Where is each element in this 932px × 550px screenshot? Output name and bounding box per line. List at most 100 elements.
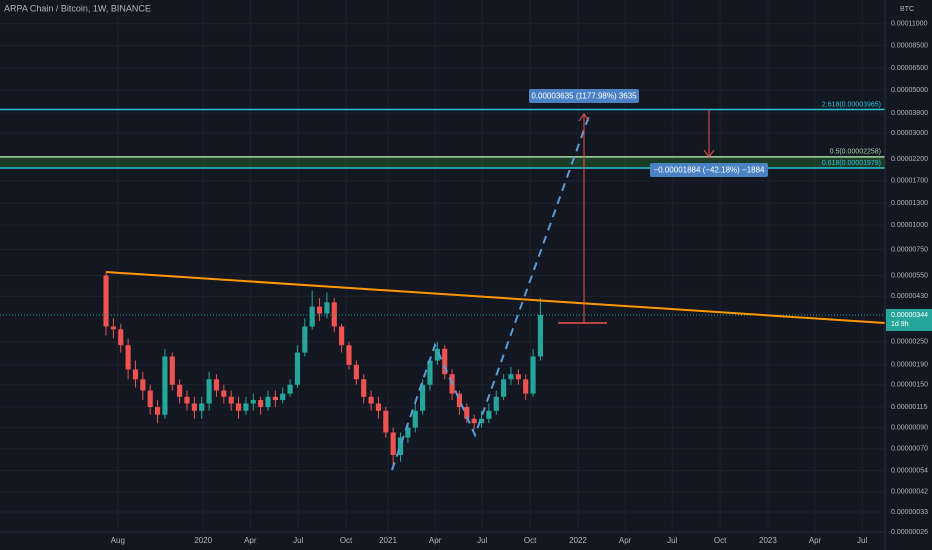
candle-body (508, 374, 514, 380)
y-tick-label: 0.00002200 (891, 156, 928, 163)
price-axis (885, 0, 932, 550)
y-tick-label: 0.00000430 (891, 293, 928, 300)
y-tick-label: 0.00001300 (891, 200, 928, 207)
candle-body (324, 302, 330, 314)
candle-body (206, 379, 212, 404)
candle-body (110, 326, 116, 330)
countdown: 1d 9h (891, 321, 909, 328)
measure-box (529, 89, 639, 103)
grid (0, 0, 885, 533)
fib-label: 0.5(0.00002258) (830, 149, 881, 156)
x-tick-label: Apr (809, 536, 822, 545)
candle-body (412, 410, 418, 428)
candle-body (331, 302, 337, 327)
candles (0, 272, 885, 470)
candle-body (280, 393, 286, 401)
candle-body (184, 396, 190, 404)
candle-body (118, 329, 124, 346)
axes: 0.00011000 0.00008500 0.00006500 0.00005000… (111, 21, 932, 545)
candle-body (530, 356, 536, 394)
candle-body (339, 326, 345, 346)
candle-body (456, 393, 463, 408)
price-tag (886, 308, 932, 331)
candle-body (390, 432, 396, 455)
y-tick-label: 0.00000250 (891, 339, 928, 346)
candle-body (228, 396, 234, 404)
candle-body (523, 379, 529, 394)
x-tick-label: Apr (619, 536, 632, 545)
x-tick-label: 2021 (379, 536, 397, 545)
x-tick-label: Apr (244, 536, 257, 545)
candle-body (140, 379, 146, 391)
fib-label: 2.618(0.00003965) (822, 101, 881, 108)
candle-body (405, 427, 411, 438)
candle-body (199, 403, 205, 411)
x-tick-label: Jul (477, 536, 487, 545)
candle-body (191, 403, 197, 411)
y-tick-label: 0.00001000 (891, 222, 928, 229)
candle-body (169, 356, 175, 385)
y-tick-label: 0.00008500 (891, 42, 928, 49)
candle-body (250, 400, 256, 404)
y-tick-label: 0.00000054 (891, 467, 928, 474)
y-tick-label: 0.00003800 (891, 110, 928, 117)
candle-body (287, 384, 293, 394)
candle-body (309, 306, 315, 327)
candle-body (154, 407, 161, 415)
y-tick-label: 0.00011000 (891, 21, 928, 28)
candle-body (501, 379, 507, 397)
x-tick-label: 2023 (759, 536, 777, 545)
candle-body (515, 374, 521, 380)
candle-body (420, 384, 426, 411)
candle-body (125, 345, 131, 370)
candle-body (361, 379, 367, 397)
fib-label: 0.618(0.00001979) (822, 160, 881, 167)
y-tick-label: 0.00000750 (891, 246, 928, 253)
candle-body (368, 396, 374, 404)
x-tick-label: Aug (111, 536, 125, 545)
x-tick-label: Oct (524, 536, 537, 545)
candle-body (162, 356, 168, 415)
candle-body (235, 403, 242, 411)
measure-label: −0.00001884 (−42.18%) −1884 (654, 166, 766, 175)
candle-body (294, 352, 301, 385)
x-tick-label: Jul (293, 536, 303, 545)
candle-body (493, 396, 499, 411)
candle-body (442, 348, 448, 375)
y-tick-label: 0.00001700 (891, 178, 928, 185)
candle-body (272, 396, 278, 401)
candle-body (258, 400, 264, 408)
candle-body (221, 390, 227, 397)
axis-unit: BTC (900, 6, 914, 13)
y-tick-label: 0.00000190 (891, 362, 928, 369)
candle-body (464, 407, 470, 419)
y-tick-label: 0.00000033 (891, 509, 928, 516)
y-tick-label: 0.00000115 (891, 404, 928, 411)
arrow-head (703, 149, 715, 158)
y-tick-label: 0.00006500 (891, 65, 928, 72)
candle-body (353, 364, 359, 380)
trend-line (105, 271, 886, 324)
arrow-head (578, 113, 590, 122)
candle-body (375, 403, 382, 411)
candle-body (537, 314, 544, 357)
candle-body (302, 326, 308, 353)
y-tick-label: 0.00000150 (891, 382, 928, 389)
candle-body (427, 360, 433, 385)
candle-body (243, 403, 249, 411)
candle-body (383, 410, 389, 433)
candle-body (103, 275, 109, 327)
candle-body (478, 418, 485, 424)
candle-body (471, 418, 477, 424)
candle-body (265, 396, 271, 408)
chart-title: ARPA Chain / Bitcoin, 1W, BINANCE (4, 3, 151, 13)
candle-body (316, 306, 323, 314)
x-tick-label: 2022 (569, 536, 587, 545)
candle-body (434, 348, 440, 361)
y-tick-label: 0.00000550 (891, 272, 928, 279)
y-tick-label: 0.00000042 (891, 489, 928, 496)
x-tick-label: Jul (667, 536, 677, 545)
y-tick-label: 0.00005000 (891, 87, 928, 94)
x-tick-label: Jul (857, 536, 867, 545)
